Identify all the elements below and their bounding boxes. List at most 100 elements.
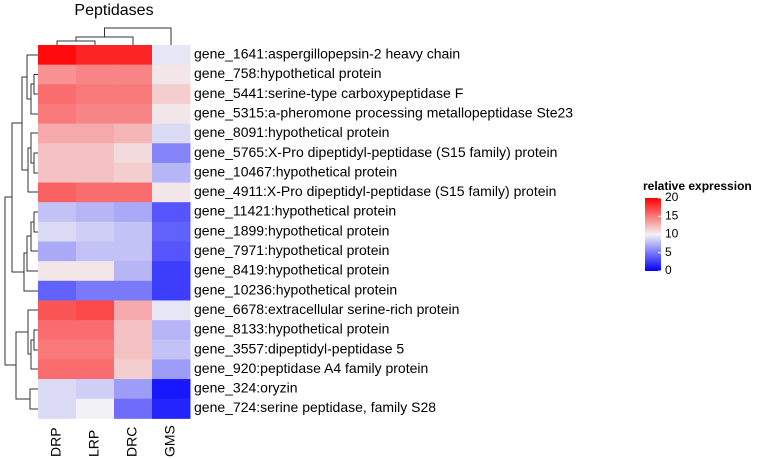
heatmap-cell <box>152 103 191 125</box>
heatmap-cell <box>38 143 77 164</box>
heatmap-cell <box>152 45 191 66</box>
heatmap-cell <box>152 162 191 184</box>
heatmap-cell <box>38 221 77 242</box>
column-label: DRC <box>124 427 140 457</box>
colorbar <box>645 198 661 271</box>
heatmap-cell <box>114 103 153 125</box>
row-label: gene_5441:serine-type carboxypeptidase F <box>194 85 463 101</box>
heatmap-cell <box>38 241 77 262</box>
heatmap-cell <box>38 103 77 125</box>
heatmap-cell <box>76 64 115 85</box>
heatmap-cell <box>114 280 153 301</box>
heatmap-cell <box>114 241 153 262</box>
heatmap-cell <box>38 261 77 282</box>
heatmap-cell <box>152 182 191 203</box>
heatmap-cell <box>76 162 115 184</box>
heatmap-cell <box>76 241 115 262</box>
chart-title: Peptidases <box>74 2 153 19</box>
column-label: LRP <box>86 430 102 457</box>
row-label: gene_4911:X-Pro dipeptidyl-peptidase (S1… <box>194 183 556 199</box>
heatmap-cell <box>114 398 153 419</box>
row-label: gene_6678:extracellular serine-rich prot… <box>194 301 459 317</box>
heatmap-cell <box>76 339 115 360</box>
row-label: gene_8091:hypothetical protein <box>194 124 389 140</box>
heatmap-cell <box>76 261 115 282</box>
heatmap-cell <box>38 398 77 419</box>
heatmap-cell <box>114 84 153 105</box>
colorbar-title: relative expression <box>643 179 752 193</box>
heatmap-cell <box>152 202 191 223</box>
heatmap-cell <box>152 398 191 419</box>
heatmap-cell <box>114 221 153 242</box>
heatmap-cell <box>76 398 115 419</box>
heatmap-cell <box>152 359 191 380</box>
heatmap-cells <box>38 45 191 419</box>
heatmap-cell <box>114 123 153 144</box>
heatmap-cell <box>152 84 191 105</box>
colorbar-tick-label: 15 <box>665 208 679 222</box>
heatmap-cell <box>76 123 115 144</box>
heatmap-cell <box>114 320 153 341</box>
heatmap-cell <box>38 202 77 223</box>
heatmap-cell <box>114 64 153 85</box>
row-label: gene_5315:a-pheromone processing metallo… <box>194 104 573 120</box>
heatmap-cell <box>76 202 115 223</box>
heatmap-cell <box>152 320 191 341</box>
row-label: gene_5765:X-Pro dipeptidyl-peptidase (S1… <box>194 144 557 160</box>
column-label: GMS <box>162 425 178 457</box>
heatmap-cell <box>38 123 77 144</box>
heatmap-cell <box>114 143 153 164</box>
heatmap-cell <box>152 300 191 321</box>
heatmap-cell <box>152 64 191 85</box>
heatmap-cell <box>114 45 153 66</box>
row-label: gene_8419:hypothetical protein <box>194 262 389 278</box>
row-label: gene_324:oryzin <box>194 380 298 396</box>
heatmap-cell <box>152 143 191 164</box>
colorbar-tick-label: 5 <box>665 245 672 259</box>
heatmap-cell <box>76 182 115 203</box>
heatmap-cell <box>152 379 191 400</box>
heatmap-cell <box>76 300 115 321</box>
heatmap-cell <box>76 359 115 380</box>
heatmap-cell <box>38 359 77 380</box>
row-label: gene_10236:hypothetical protein <box>194 281 397 297</box>
row-dendrogram <box>4 54 38 410</box>
heatmap-cell <box>76 45 115 66</box>
heatmap-cell <box>38 45 77 66</box>
heatmap-cell <box>76 320 115 341</box>
row-label: gene_10467:hypothetical protein <box>194 163 397 179</box>
heatmap-cell <box>114 261 153 282</box>
heatmap-cell <box>38 320 77 341</box>
labels: gene_1641:aspergillopepsin-2 heavy chain… <box>48 46 574 457</box>
heatmap-cell <box>114 379 153 400</box>
row-label: gene_1899:hypothetical protein <box>194 222 389 238</box>
heatmap-cell <box>38 84 77 105</box>
colorbar-tick-label: 10 <box>665 227 679 241</box>
heatmap-cell <box>38 64 77 85</box>
heatmap-cell <box>76 84 115 105</box>
heatmap-cell <box>152 261 191 282</box>
heatmap-cell <box>114 300 153 321</box>
row-label: gene_3557:dipeptidyl-peptidase 5 <box>194 340 404 356</box>
row-label: gene_724:serine peptidase, family S28 <box>194 399 436 415</box>
colorbar-tick-label: 20 <box>665 190 679 204</box>
heatmap-cell <box>38 339 77 360</box>
heatmap-cell <box>76 280 115 301</box>
heatmap-cell <box>114 202 153 223</box>
heatmap-cell <box>76 103 115 125</box>
heatmap-cell <box>152 280 191 301</box>
heatmap-cell <box>38 280 77 301</box>
row-label: gene_920:peptidase A4 family protein <box>194 360 428 376</box>
heatmap-cell <box>114 182 153 203</box>
heatmap-cell <box>152 221 191 242</box>
column-dendrogram <box>56 27 172 45</box>
heatmap-cell <box>38 300 77 321</box>
heatmap-cell <box>114 339 153 360</box>
row-label: gene_1641:aspergillopepsin-2 heavy chain <box>194 46 460 62</box>
heatmap-cell <box>76 379 115 400</box>
heatmap-cell <box>76 143 115 164</box>
heatmap-cell <box>38 162 77 184</box>
heatmap-cell <box>152 241 191 262</box>
row-label: gene_11421:hypothetical protein <box>194 203 396 219</box>
